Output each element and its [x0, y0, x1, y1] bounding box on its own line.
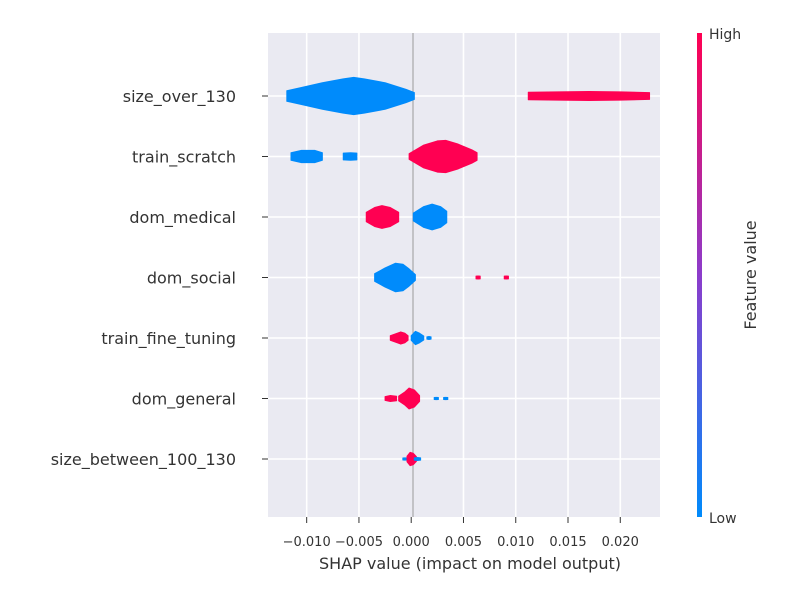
violin-dom_social: [503, 275, 509, 280]
x-tick-label: 0.020: [602, 535, 639, 550]
colorbar-title: Feature value: [741, 220, 760, 329]
x-axis-title: SHAP value (impact on model output): [319, 554, 621, 573]
violin-size_over_130: [286, 76, 415, 116]
violin-train_scratch: [290, 149, 323, 164]
colorbar-high-label: High: [709, 27, 741, 43]
violin-size_over_130: [527, 90, 651, 102]
violin-train_fine_tuning: [426, 335, 432, 341]
violin-train_scratch: [408, 139, 478, 174]
feature-label: size_between_100_130: [51, 450, 236, 470]
violin-dom_general: [398, 387, 421, 410]
feature-label: dom_general: [132, 390, 236, 410]
x-ticks: −0.010 −0.005 0.000 0.005 0.010 0.015 0.020: [283, 517, 639, 550]
violin-size_between_100_130: [402, 457, 408, 461]
x-tick-label: 0.000: [393, 535, 430, 550]
x-tick-label: −0.010: [283, 535, 331, 550]
feature-labels: size_over_130 train_scratch dom_medicaldom…: [51, 87, 268, 470]
violin-train_fine_tuning: [410, 330, 425, 346]
violin-train_fine_tuning: [389, 331, 409, 345]
feature-label: size_over_130: [123, 87, 236, 107]
violin-dom_social: [475, 275, 481, 280]
grid: [268, 33, 660, 517]
violin-dom_medical: [412, 203, 448, 231]
violin-dom_social: [374, 262, 416, 293]
x-tick-label: 0.015: [549, 535, 586, 550]
x-tick-label: −0.005: [335, 535, 383, 550]
feature-label: dom_social: [147, 269, 236, 289]
violin-train_scratch: [342, 152, 358, 161]
violin-size_between_100_130: [413, 456, 422, 462]
x-tick-label: 0.005: [445, 535, 482, 550]
feature-label: train_scratch: [132, 148, 236, 168]
feature-label: train_fine_tuning: [101, 329, 236, 349]
violin-dom_general: [384, 394, 398, 403]
feature-label: dom_medical: [129, 208, 236, 228]
violin-dom_general: [433, 396, 439, 401]
violins: [286, 76, 651, 467]
violin-dom_medical: [365, 205, 400, 229]
violin-dom_general: [443, 396, 449, 401]
colorbar: [697, 33, 702, 517]
colorbar-low-label: Low: [709, 511, 737, 527]
x-tick-label: 0.010: [497, 535, 534, 550]
